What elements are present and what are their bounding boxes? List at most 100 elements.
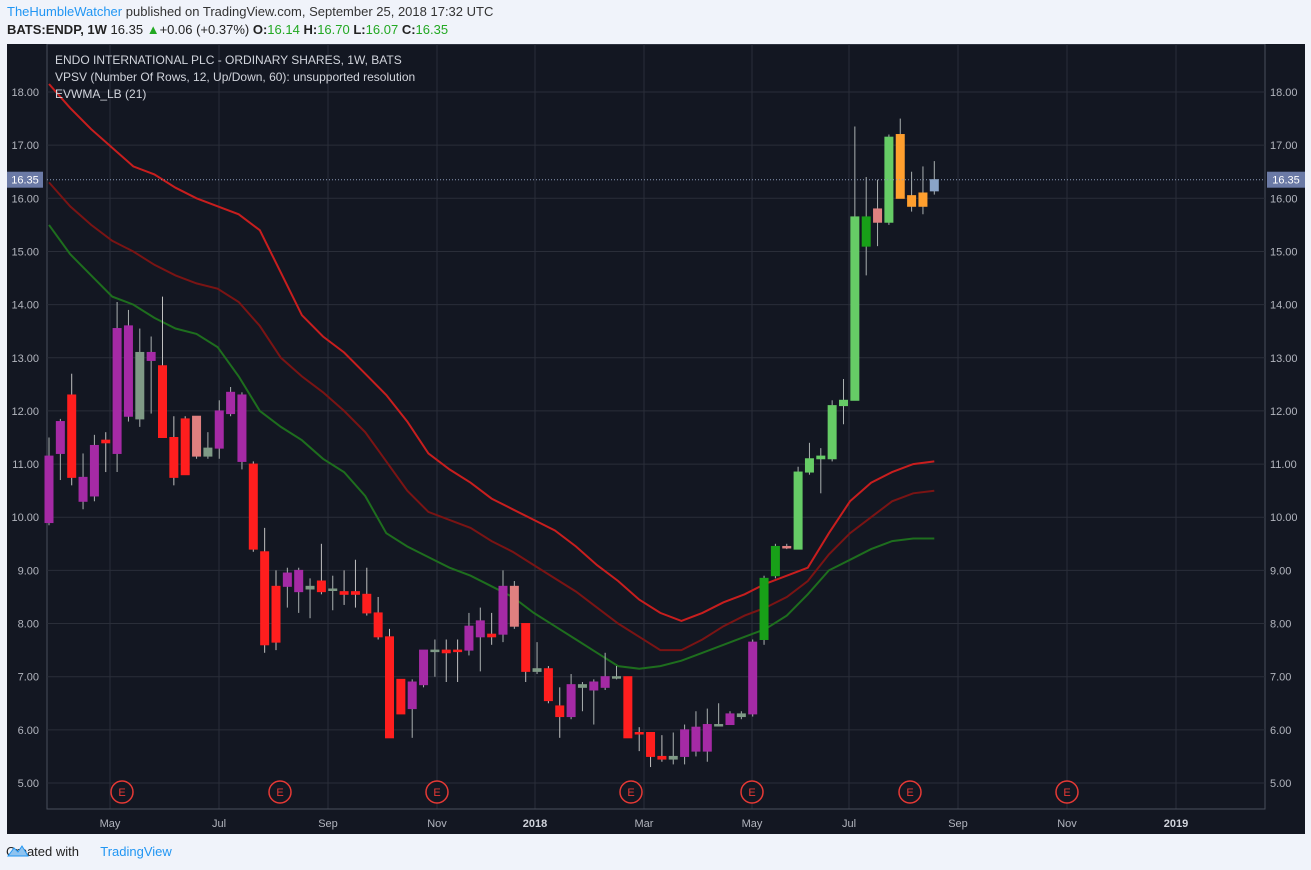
y-tick-label-right: 10.00: [1270, 512, 1298, 524]
last-price: 16.35: [110, 22, 144, 37]
y-tick-label-right: 12.00: [1270, 406, 1298, 418]
candle-body: [816, 455, 826, 460]
candle-body: [873, 208, 883, 223]
y-tick-label-left: 11.00: [12, 459, 39, 471]
footer: Created with TradingView: [6, 844, 172, 859]
candlestick-chart[interactable]: 16.35 16.35 5.00 5.00 6.00 6.00 7.00 7.00 8.00 8…: [7, 44, 1305, 834]
earnings-icon[interactable]: [425, 780, 449, 804]
close-value: 16.35: [415, 22, 449, 37]
x-tick-label: Nov: [427, 818, 447, 830]
y-tick-label-left: 6.00: [18, 725, 39, 737]
candle-body: [78, 476, 88, 502]
candle-body: [532, 668, 542, 672]
candle-body: [804, 458, 814, 473]
y-tick-label-left: 16.00: [11, 193, 39, 205]
earnings-icon[interactable]: [1055, 780, 1079, 804]
candle-body: [793, 471, 803, 550]
candle-body: [248, 463, 258, 550]
legend-indicator-evwma[interactable]: EVWMA_LB (21): [55, 87, 146, 101]
x-tick-label: May: [100, 818, 121, 830]
candle-body: [89, 444, 99, 497]
candle-body: [339, 591, 349, 595]
candle-body: [373, 612, 383, 638]
candle-body: [385, 636, 394, 739]
x-tick-label: Mar: [635, 818, 654, 830]
candle-body: [203, 447, 213, 457]
y-tick-label-left: 9.00: [18, 565, 39, 577]
candle-body: [884, 136, 894, 223]
candle-body: [668, 755, 678, 760]
candle-body: [430, 649, 440, 653]
candle-body: [702, 724, 712, 752]
last-price-label-left: 16.35: [11, 175, 39, 187]
candle-body: [918, 192, 928, 207]
author-link[interactable]: TheHumbleWatcher: [7, 4, 123, 19]
candle-body: [566, 684, 576, 718]
high-value: 16.70: [317, 22, 350, 37]
candle-body: [895, 134, 905, 199]
candle-body: [487, 633, 497, 638]
y-tick-label-right: 14.00: [1270, 300, 1298, 312]
candle-body: [646, 732, 656, 757]
candle-body: [725, 713, 735, 726]
candle-body: [169, 437, 179, 478]
candle-body: [498, 585, 508, 635]
candle-body: [328, 588, 338, 591]
last-price-badge-right: [1267, 171, 1305, 188]
candle-body: [748, 641, 758, 715]
x-tick-label: Sep: [318, 818, 338, 830]
price-change: +0.06 (+0.37%): [159, 22, 250, 37]
last-price-line: 16.35 16.35: [7, 171, 1305, 188]
y-tick-label-right: 13.00: [1270, 353, 1298, 365]
chart-area[interactable]: 16.35 16.35 5.00 5.00 6.00 6.00 7.00 7.00 8.00 8…: [7, 44, 1305, 834]
candle-body: [158, 365, 167, 438]
candle-body: [44, 455, 54, 524]
candle-body: [101, 439, 111, 444]
legend-indicator-vpsv[interactable]: VPSV (Number Of Rows, 12, Up/Down, 60): …: [55, 70, 415, 84]
candle-body: [589, 681, 599, 691]
earnings-icon[interactable]: [268, 780, 292, 804]
candle-body: [907, 195, 917, 207]
candle-body: [55, 421, 65, 454]
earnings-icon-label: E: [906, 787, 913, 799]
high-label: H:: [303, 22, 318, 37]
ema-lines: [48, 83, 935, 670]
y-tick-label-right: 9.00: [1270, 565, 1291, 577]
candle-body: [691, 726, 701, 752]
y-tick-label-left: 14.00: [11, 300, 39, 312]
y-tick-label-right: 6.00: [1270, 725, 1291, 737]
earnings-icon[interactable]: [110, 780, 134, 804]
symbol-label: BATS:ENDP, 1W: [7, 22, 107, 37]
y-tick-label-left: 13.00: [11, 353, 39, 365]
candle-body: [555, 705, 565, 718]
candle-body: [192, 415, 202, 457]
candle-body: [271, 585, 281, 643]
earnings-icon[interactable]: [898, 780, 922, 804]
y-tick-label-left: 18.00: [11, 87, 39, 99]
candle-body: [226, 391, 236, 415]
published-text: published on TradingView.com, September …: [125, 4, 494, 19]
candle-body: [623, 676, 633, 739]
candle-body: [407, 681, 417, 710]
candle-body: [827, 405, 837, 460]
y-tick-label-right: 5.00: [1270, 778, 1291, 790]
x-tick-label: 2019: [1164, 818, 1188, 830]
y-tick-label-right: 15.00: [1270, 246, 1298, 258]
y-tick-label-left: 15.00: [11, 246, 39, 258]
tradingview-link[interactable]: TradingView: [100, 844, 172, 859]
earnings-icon[interactable]: [740, 780, 764, 804]
earnings-icon-label: E: [1063, 787, 1070, 799]
price-axis: 5.00 5.00 6.00 6.00 7.00 7.00 8.00 8.00 9.00 9.00…: [11, 87, 1297, 790]
candle-body: [419, 649, 429, 686]
earnings-icon[interactable]: [619, 780, 643, 804]
plot-border: [46, 44, 1266, 810]
candle-body: [294, 569, 304, 593]
x-tick-label: Nov: [1057, 818, 1077, 830]
candle-body: [362, 593, 372, 614]
candles: [44, 118, 939, 768]
candle-body: [237, 394, 247, 462]
candle-body: [736, 713, 746, 718]
y-tick-label-right: 8.00: [1270, 619, 1291, 631]
candle-body: [929, 179, 939, 192]
